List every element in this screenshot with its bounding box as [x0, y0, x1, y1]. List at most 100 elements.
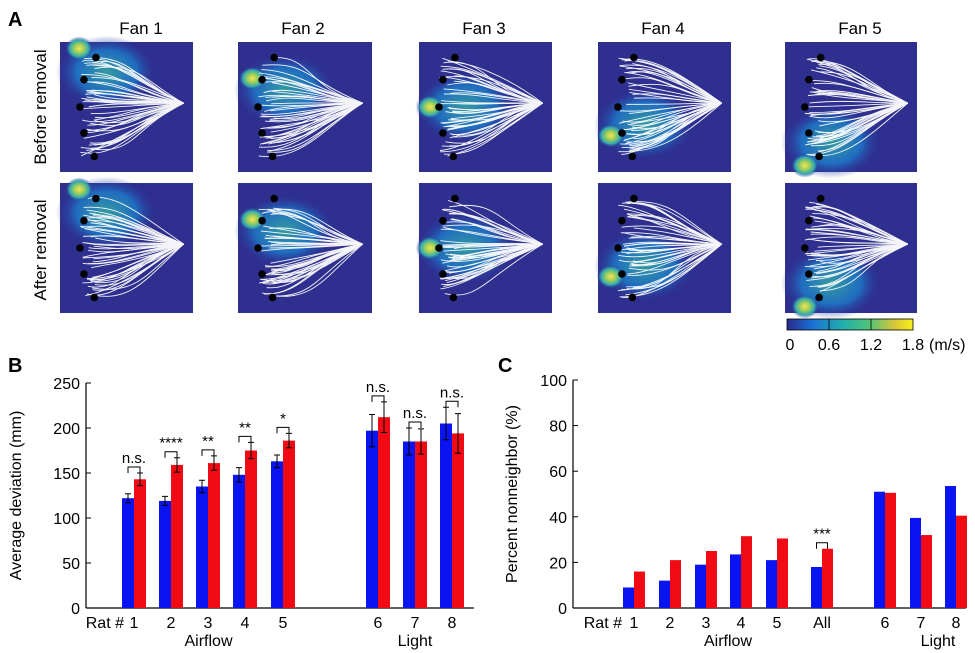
trajectory-path: [259, 243, 363, 276]
trajectory-path: [93, 100, 184, 104]
bar: [730, 554, 741, 608]
error-bar: [455, 413, 461, 454]
trajectory-path: [92, 243, 184, 263]
trajectory-path: [619, 65, 722, 104]
trajectory-path: [267, 241, 363, 245]
x-tick-label: 2: [666, 615, 675, 632]
airflow-hotspot: [238, 207, 267, 232]
fan-location-dot: [270, 53, 278, 62]
group-label: Airflow: [184, 633, 232, 650]
fan-location-dot: [614, 244, 622, 252]
fan-location-dot: [80, 270, 88, 278]
trajectory-path: [624, 242, 722, 247]
trajectory-path: [632, 243, 722, 289]
map-panel: [415, 183, 552, 313]
trajectory-path: [85, 102, 184, 133]
map-panel: [594, 183, 731, 313]
bar: [403, 441, 415, 608]
error-bar: [369, 414, 375, 448]
trajectory-path: [816, 67, 908, 104]
x-tick-label: 6: [374, 615, 383, 632]
trajectory-path: [440, 228, 543, 245]
trajectory-path: [261, 69, 363, 104]
row-label-after: After removal: [31, 199, 50, 300]
trajectory-path: [819, 243, 908, 292]
airflow-hotspot: [790, 294, 819, 319]
map-panel: [233, 183, 372, 313]
significance-label: **: [202, 433, 214, 450]
trajectory-path: [270, 102, 363, 112]
trajectory-path: [94, 102, 184, 119]
trajectory-path: [631, 243, 722, 264]
fan-location-dot: [618, 270, 626, 278]
trajectory-path: [629, 102, 722, 146]
colorbar-tick-2: 1.2: [860, 337, 882, 354]
trajectory-path: [273, 207, 363, 245]
trajectory-path: [454, 80, 543, 104]
bar: [695, 564, 706, 608]
bar: [196, 486, 208, 608]
x-prefix-label: Rat #: [584, 615, 622, 632]
airflow-hotspot: [596, 123, 625, 148]
fan-location-dot: [628, 152, 637, 161]
colorbar-tick-0: 0: [786, 337, 795, 354]
trajectories: [439, 200, 543, 296]
significance-bracket: [371, 395, 385, 402]
significance-label: n.s.: [122, 450, 146, 467]
fan-location-dot: [449, 293, 458, 302]
bar: [271, 461, 283, 608]
trajectories: [438, 57, 543, 157]
significance-label: ***: [813, 526, 831, 543]
trajectories: [80, 196, 184, 297]
trajectory-path: [813, 82, 908, 104]
trajectory-path: [805, 206, 908, 245]
trajectory-path: [448, 102, 543, 111]
trajectory-path: [626, 213, 722, 245]
fan-label-1: Fan 1: [119, 19, 162, 38]
bar: [134, 479, 146, 608]
trajectory-path: [624, 243, 722, 252]
fan-location-dot: [90, 293, 99, 302]
trajectory-path: [632, 63, 722, 104]
trajectory-path: [618, 102, 722, 153]
bar: [634, 571, 645, 608]
x-tick-label: 7: [411, 615, 420, 632]
bar: [452, 433, 464, 608]
fan-location-dot: [439, 129, 447, 137]
airflow-hotspot: [416, 236, 445, 260]
fan-label-4: Fan 4: [641, 19, 684, 38]
fan-location-dot: [816, 53, 825, 62]
trajectory-path: [266, 243, 363, 283]
y-tick-label: 20: [549, 555, 567, 572]
trajectory-path: [805, 208, 908, 245]
map-panel: [56, 35, 193, 172]
fan-location-dot: [258, 129, 266, 137]
trajectory-path: [811, 225, 908, 245]
group-label: Light: [921, 633, 956, 650]
y-tick-label: 0: [71, 601, 80, 618]
trajectory-path: [628, 88, 722, 104]
trajectory-path: [94, 72, 184, 104]
trajectory-path: [626, 243, 722, 290]
fan-location-dot: [628, 293, 637, 302]
fan-location-dot: [618, 75, 626, 84]
group-label: Light: [398, 633, 433, 650]
fan-labels: Fan 1 Fan 2 Fan 3 Fan 4 Fan 5: [119, 19, 881, 38]
significance-bracket: [816, 542, 828, 549]
fan-location-dot: [614, 103, 622, 111]
trajectory-path: [88, 102, 184, 108]
bar: [670, 560, 681, 608]
trajectory-path: [81, 98, 184, 104]
y-tick-label: 100: [53, 511, 80, 528]
trajectory-path: [805, 102, 908, 108]
fan-label-2: Fan 2: [281, 19, 324, 38]
trajectory-path: [269, 102, 363, 120]
colorbar-unit: (m/s): [929, 337, 965, 354]
x-tick-label: 1: [130, 615, 139, 632]
trajectory-path: [87, 81, 184, 104]
trajectory-path: [80, 102, 184, 154]
trajectory-path: [626, 102, 722, 105]
map-panel: [594, 42, 731, 172]
fan-location-dot: [439, 216, 447, 225]
trajectories: [80, 57, 184, 157]
